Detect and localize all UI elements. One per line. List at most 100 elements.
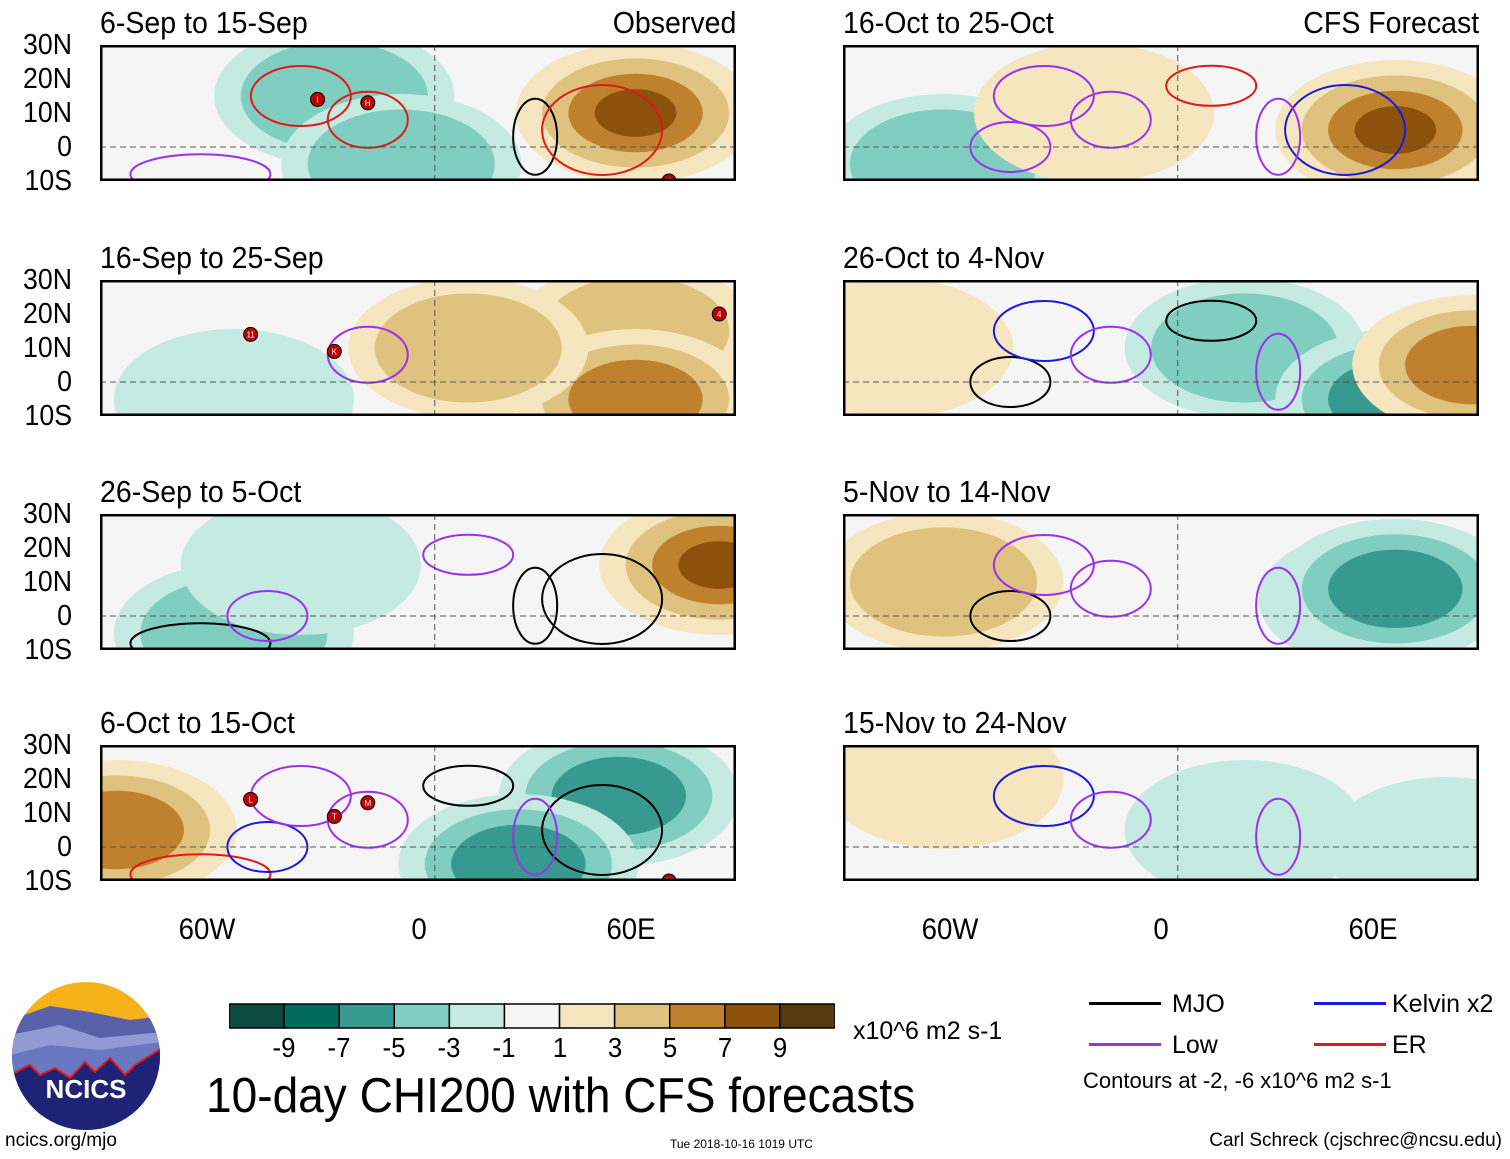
colorbar-tick-label: -3 — [437, 1032, 461, 1063]
storm-label: M — [364, 799, 371, 808]
map-frame — [100, 45, 736, 181]
colorbar-swatch — [448, 1003, 506, 1029]
colorbar-swatch — [668, 1003, 726, 1029]
anomaly-region — [1328, 549, 1463, 628]
storm-marker: H — [360, 95, 376, 111]
colorbar-swatch — [779, 1003, 835, 1029]
legend-swatch-er — [1314, 1043, 1386, 1046]
panel-title: 26-Oct to 4-Nov — [843, 240, 1045, 275]
colorbar-tick-label: 5 — [662, 1032, 677, 1063]
site-url[interactable]: ncics.org/mjo — [5, 1130, 117, 1151]
main-title: 10-day CHI200 with CFS forecasts — [206, 1069, 916, 1123]
anomaly-region — [849, 527, 1038, 637]
map-frame — [843, 45, 1479, 181]
storm-label: T — [332, 812, 337, 821]
colorbar-tick-label: -5 — [382, 1032, 406, 1063]
storm-marker: 4 — [711, 306, 727, 322]
contour-mjo — [1165, 299, 1258, 342]
observed-label: Observed — [612, 5, 736, 40]
logo-text: NCICS — [46, 1074, 127, 1104]
anomaly-region — [100, 790, 184, 870]
storm-label: K — [332, 347, 338, 356]
map-frame — [843, 745, 1479, 881]
map-plot — [843, 514, 1479, 650]
map-plot: IH6 — [100, 45, 736, 181]
anomaly-region — [1325, 777, 1479, 881]
contour-low — [1255, 97, 1302, 176]
x-tick-right-60e: 60E — [1348, 913, 1398, 946]
y-tick-label: 10S — [24, 634, 72, 666]
ncics-logo: NCICS — [12, 982, 160, 1130]
forecast-label: CFS Forecast — [1303, 5, 1479, 40]
x-tick-right-60w: 60W — [921, 913, 979, 946]
anomaly-region — [113, 329, 354, 416]
colorbar-swatch — [338, 1003, 396, 1029]
x-tick-left-0: 0 — [411, 913, 427, 946]
colorbar — [229, 1003, 835, 1029]
x-tick-left-60w: 60W — [178, 913, 236, 946]
contour-low — [992, 65, 1095, 127]
y-tick-label: 10N — [23, 566, 72, 598]
anomaly-region — [451, 824, 586, 881]
contour-note: Contours at -2, -6 x10^6 m2 s-1 — [1083, 1068, 1392, 1093]
storm-label: I — [316, 95, 318, 104]
contour-mjo — [422, 764, 515, 807]
colorbar-swatch — [724, 1003, 781, 1029]
anomaly-region — [180, 514, 421, 635]
legend-swatch-mjo — [1089, 1002, 1161, 1005]
contour-low — [969, 121, 1052, 173]
map-plot: MNLT — [100, 745, 736, 881]
colorbar-swatch — [393, 1003, 451, 1029]
y-tick-label: 20N — [23, 63, 72, 95]
y-tick-label: 10N — [23, 332, 72, 364]
panel-title: 6-Oct to 15-Oct — [100, 705, 295, 740]
y-tick-label: 0 — [57, 131, 72, 163]
contour-mjo — [969, 590, 1052, 642]
x-tick-right-0: 0 — [1153, 913, 1169, 946]
contour-low — [1255, 566, 1302, 645]
colorbar-tick-label: -1 — [492, 1032, 516, 1063]
contour-mjo — [541, 784, 664, 876]
colorbar-tick-label: 9 — [772, 1032, 788, 1063]
panel-title: 16-Sep to 25-Sep — [100, 240, 324, 275]
contour-kelvin-x2 — [226, 821, 309, 873]
colorbar-swatch — [613, 1003, 671, 1029]
map-frame — [843, 280, 1479, 416]
map-frame — [100, 514, 736, 650]
storm-label: L — [248, 795, 253, 804]
legend-label-mjo: MJO — [1172, 990, 1225, 1018]
colorbar-tick-label: 1 — [552, 1032, 567, 1063]
y-tick-label: 0 — [57, 366, 72, 398]
anomaly-region — [1405, 325, 1479, 405]
y-tick-label: 10S — [24, 165, 72, 197]
y-tick-label: 30N — [23, 729, 72, 761]
y-tick-label: 10S — [24, 865, 72, 897]
legend-swatch-low — [1089, 1043, 1161, 1046]
panel-title: 16-Oct to 25-Oct — [843, 5, 1054, 40]
contour-low — [129, 153, 272, 181]
contour-er — [1165, 64, 1258, 107]
x-tick-left-60e: 60E — [606, 913, 656, 946]
map-plot — [843, 745, 1479, 881]
anomaly-region — [568, 359, 703, 416]
author-credit: Carl Schreck (cjschrec@ncsu.edu) — [1209, 1130, 1502, 1151]
y-tick-label: 30N — [23, 29, 72, 61]
y-tick-label: 10N — [23, 797, 72, 829]
map-plot — [843, 45, 1479, 181]
contour-mjo — [129, 622, 272, 650]
colorbar-tick-label: -9 — [272, 1032, 296, 1063]
contour-low — [1069, 90, 1152, 149]
contour-er — [541, 84, 664, 176]
legend-label-low: Low — [1172, 1031, 1218, 1059]
contour-mjo — [969, 356, 1052, 408]
storm-label: H — [365, 99, 371, 108]
colorbar-units: x10^6 m2 s-1 — [853, 1017, 1003, 1045]
storm-label: 11 — [246, 330, 255, 339]
contour-mjo — [512, 566, 559, 645]
map-plot — [843, 280, 1479, 416]
contour-kelvin-x2 — [992, 300, 1095, 362]
y-tick-label: 10S — [24, 400, 72, 432]
contour-kelvin-x2 — [992, 765, 1095, 827]
contour-low — [992, 534, 1095, 596]
colorbar-tick-label: -7 — [327, 1032, 351, 1063]
